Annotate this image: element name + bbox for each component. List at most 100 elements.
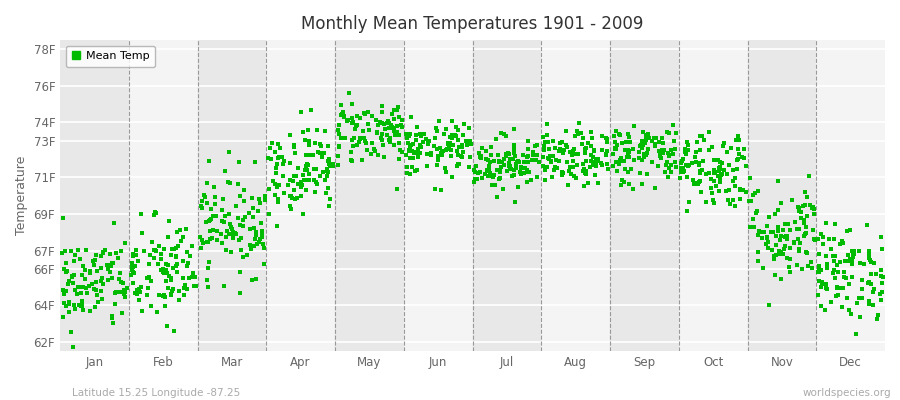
Point — [173, 227, 187, 234]
Point — [826, 236, 841, 242]
Point — [713, 173, 727, 180]
Point — [299, 152, 313, 158]
Point — [750, 208, 764, 214]
Point — [392, 155, 406, 162]
Point — [410, 124, 425, 131]
Point — [320, 169, 335, 176]
Point — [322, 160, 337, 167]
Point — [455, 149, 470, 155]
Point — [208, 200, 222, 207]
Point — [862, 298, 877, 304]
Point — [126, 264, 140, 271]
Point — [67, 343, 81, 350]
Point — [252, 239, 266, 245]
Point — [337, 112, 351, 119]
Point — [677, 168, 691, 174]
Point — [293, 184, 308, 190]
Point — [330, 162, 345, 168]
Point — [826, 258, 841, 265]
Point — [201, 265, 215, 272]
Point — [622, 149, 636, 156]
Point — [669, 164, 683, 170]
Point — [568, 151, 582, 157]
Point — [634, 145, 649, 151]
Point — [769, 233, 783, 239]
Point — [75, 290, 89, 296]
Point — [678, 146, 692, 152]
Point — [825, 253, 840, 259]
Point — [213, 230, 228, 237]
Point — [608, 145, 622, 151]
Point — [570, 161, 584, 168]
Point — [565, 152, 580, 158]
Point — [185, 243, 200, 250]
Point — [502, 155, 517, 162]
Point — [638, 137, 652, 143]
Point — [309, 179, 323, 185]
Point — [799, 249, 814, 255]
Point — [805, 265, 819, 272]
Point — [712, 165, 726, 171]
Point — [284, 205, 298, 212]
Point — [850, 300, 864, 306]
Point — [128, 290, 142, 296]
Point — [544, 174, 559, 180]
Point — [306, 177, 320, 183]
Point — [256, 245, 271, 251]
Point — [505, 173, 519, 180]
Point — [814, 303, 829, 309]
Point — [446, 132, 460, 138]
Point — [231, 237, 246, 243]
Point — [815, 241, 830, 247]
Point — [406, 141, 420, 148]
Point — [361, 121, 375, 127]
Point — [320, 172, 334, 179]
Point — [299, 176, 313, 183]
Point — [229, 230, 243, 237]
Point — [454, 142, 469, 148]
Point — [350, 113, 365, 120]
Point — [400, 134, 414, 140]
Bar — [679, 40, 748, 351]
Point — [820, 285, 834, 292]
Point — [707, 169, 722, 176]
Point — [375, 120, 390, 126]
Point — [685, 160, 699, 167]
Point — [253, 200, 267, 206]
Point — [595, 147, 609, 153]
Point — [370, 128, 384, 135]
Point — [520, 154, 535, 160]
Point — [407, 149, 421, 156]
Point — [433, 145, 447, 151]
Point — [236, 223, 250, 229]
Point — [507, 142, 521, 148]
Point — [233, 193, 248, 199]
Point — [291, 164, 305, 171]
Point — [742, 175, 757, 182]
Point — [200, 200, 214, 206]
Point — [492, 169, 507, 176]
Point — [403, 155, 418, 162]
Point — [288, 196, 302, 202]
Point — [402, 170, 417, 177]
Point — [403, 114, 418, 120]
Point — [521, 159, 535, 165]
Point — [748, 189, 762, 196]
Point — [251, 207, 266, 214]
Point — [728, 182, 742, 189]
Point — [270, 223, 284, 230]
Point — [62, 299, 77, 305]
Point — [471, 170, 485, 176]
Point — [161, 285, 176, 292]
Point — [165, 245, 179, 252]
Point — [520, 138, 535, 144]
Point — [509, 158, 524, 165]
Point — [283, 176, 297, 183]
Point — [366, 146, 381, 152]
Point — [647, 185, 662, 192]
Point — [158, 246, 172, 252]
Point — [58, 266, 72, 272]
Point — [209, 213, 223, 220]
Point — [490, 167, 504, 173]
Point — [496, 162, 510, 169]
